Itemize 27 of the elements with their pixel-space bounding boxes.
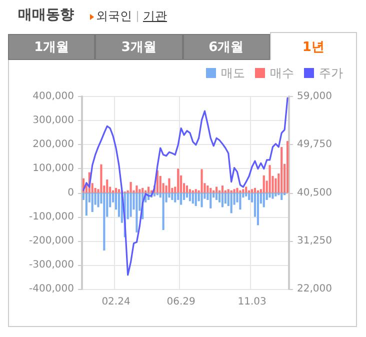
tab-button: 3개월: [95, 34, 182, 60]
x-tick-label: 11.03: [238, 296, 266, 308]
legend-label: 매도: [221, 66, 245, 80]
text: 외국인: [96, 8, 132, 25]
y2-tick-label: 59,000: [297, 91, 332, 102]
y-tick-label: -300,000: [29, 259, 74, 270]
legend-label: 주가: [319, 66, 343, 80]
y-tick-label: 100,000: [32, 163, 74, 174]
legend-label: 매수: [270, 66, 294, 80]
tab-button: 6개월: [182, 34, 270, 60]
tab-button: 1년: [270, 32, 357, 60]
chart-title: 매매동향: [18, 6, 74, 24]
y-tick-label: 0: [68, 187, 74, 198]
y-tick-label: -200,000: [29, 235, 74, 246]
y2-tick-label: 31,250: [297, 235, 332, 246]
y2-tick-label: 49,750: [297, 139, 332, 150]
y-tick-label: 300,000: [32, 115, 74, 126]
tab-button: 1개월: [8, 34, 96, 60]
x-tick-label: 02.24: [102, 296, 130, 308]
x-tick-label: 06.29: [166, 296, 196, 308]
y2-tick-label: 40,500: [297, 187, 332, 198]
y-tick-label: -100,000: [29, 211, 74, 222]
y2-tick-label: 22,000: [297, 284, 332, 294]
y-tick-label: -400,000: [29, 284, 74, 294]
y-tick-label: 200,000: [32, 139, 74, 150]
text: 기관: [143, 8, 167, 25]
y-tick-label: 400,000: [32, 91, 74, 102]
